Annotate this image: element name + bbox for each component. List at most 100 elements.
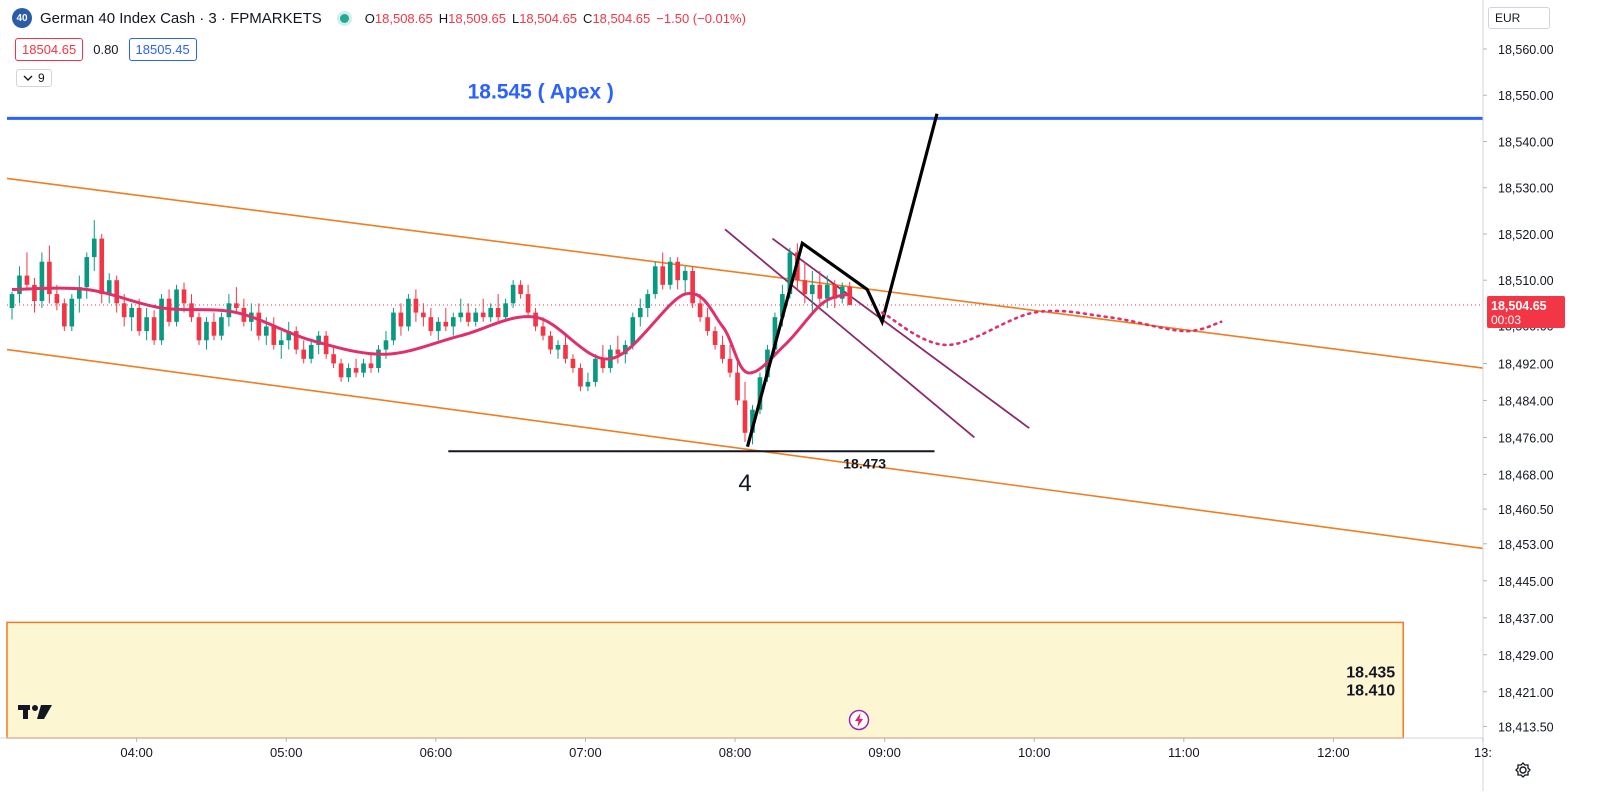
- time-tick-label: 12:00: [1317, 745, 1350, 760]
- candle-body: [847, 286, 853, 305]
- time-tick-label: 08:00: [719, 745, 752, 760]
- candle-body: [817, 284, 823, 299]
- candle-body: [809, 284, 815, 295]
- chevron-down-icon: [23, 75, 33, 81]
- candle-body: [151, 317, 157, 341]
- candle-body: [802, 280, 808, 295]
- wedge-upper-line: [771, 237, 1030, 429]
- lightning-icon[interactable]: [848, 709, 870, 736]
- candle-body: [136, 307, 142, 332]
- candle-body: [286, 331, 292, 341]
- candle-body: [17, 275, 22, 295]
- candle-body: [488, 307, 494, 318]
- ohlc-close: 18,504.65: [592, 10, 651, 26]
- candle-body: [234, 303, 239, 308]
- candle-body: [54, 294, 60, 304]
- demand-zone: [6, 621, 1404, 739]
- tradingview-logo-icon[interactable]: [18, 703, 54, 728]
- time-tick-label: 07:00: [569, 745, 602, 760]
- candle-body: [353, 368, 359, 373]
- candle-body: [525, 294, 531, 313]
- candle-body: [361, 363, 366, 373]
- candle-body: [181, 289, 187, 304]
- candle-body: [480, 312, 486, 318]
- candle-body: [293, 331, 299, 350]
- candle-body: [824, 284, 830, 299]
- candle-body: [697, 303, 703, 318]
- ohlc-open-key: O: [364, 10, 375, 26]
- indicators-toggle-button[interactable]: 9: [16, 69, 52, 87]
- sell-price-button[interactable]: 18504.65: [15, 38, 84, 61]
- moving-average-line: [11, 286, 851, 375]
- candle-body: [555, 344, 561, 350]
- candle-body: [563, 344, 568, 359]
- price-tick-label: 18,445.00: [1498, 575, 1554, 589]
- buy-price-button[interactable]: 18505.45: [128, 38, 197, 61]
- candle-body: [443, 321, 449, 327]
- ohlc-values: O18,508.65 H18,509.65 L18,504.65 C18,504…: [365, 11, 746, 26]
- candle-body: [376, 349, 381, 369]
- candle-body: [720, 344, 725, 359]
- candle-body: [271, 326, 277, 345]
- candle-body: [346, 368, 351, 378]
- candle-body: [114, 280, 120, 304]
- dotted-projection-path: [880, 309, 1223, 347]
- demand-zone-bottom-label: 18.410: [1346, 682, 1395, 699]
- price-tick-label: 18,530.00: [1498, 182, 1554, 196]
- candle-body: [593, 358, 598, 382]
- time-tick-label: 11:00: [1168, 745, 1200, 760]
- price-tick-label: 18,468.00: [1498, 468, 1554, 482]
- candle-body: [533, 312, 538, 327]
- price-tick-label: 18,437.00: [1498, 612, 1554, 626]
- last-price-label-box: [1487, 295, 1565, 328]
- candle-body: [144, 317, 149, 332]
- candle-body: [256, 312, 262, 336]
- candle-body: [331, 354, 336, 364]
- price-tick-label: 18,520.00: [1498, 228, 1554, 242]
- time-tick-label: 05:00: [270, 745, 303, 760]
- candle-body: [338, 363, 344, 378]
- candle-body: [263, 326, 269, 336]
- candle-body: [398, 312, 404, 327]
- time-tick-label: 09:00: [868, 745, 901, 760]
- candle-body: [727, 358, 733, 373]
- ohlc-close-key: C: [583, 10, 593, 26]
- symbol-badge[interactable]: 40: [12, 8, 32, 28]
- candle-body: [548, 335, 553, 350]
- price-tick-label: 18,460.50: [1498, 503, 1554, 517]
- candle-body: [518, 284, 523, 295]
- price-tick-label: 18,476.00: [1498, 431, 1554, 445]
- time-tick-label: 13:: [1474, 745, 1492, 760]
- symbol-title[interactable]: German 40 Index Cash · 3 · FPMARKETS: [40, 9, 322, 27]
- candle-body: [301, 349, 307, 359]
- candle-body: [204, 321, 209, 341]
- demand-zone-top-label: 18.435: [1346, 664, 1395, 681]
- wave-4-label: 4: [738, 470, 751, 497]
- support-label: 18.473: [843, 455, 886, 471]
- ohlc-change: −1.50 (−0.01%): [656, 10, 746, 26]
- candle-body: [76, 287, 82, 299]
- candle-body: [667, 261, 673, 285]
- spread-value: 0.80: [93, 42, 119, 57]
- candle-body: [413, 298, 419, 313]
- candle-body: [757, 377, 763, 410]
- candle-body: [391, 312, 396, 341]
- candle-body: [458, 312, 464, 318]
- candle-body: [406, 298, 411, 327]
- quote-row: 18504.65 0.80 18505.45: [15, 38, 197, 61]
- settings-gear-icon[interactable]: [1515, 762, 1531, 783]
- candle-body: [91, 238, 97, 258]
- currency-selector[interactable]: EUR: [1488, 7, 1550, 29]
- candle-body: [99, 238, 105, 295]
- price-tick-label: 18,413.50: [1498, 720, 1554, 734]
- candle-body: [450, 317, 456, 327]
- candle-body: [660, 266, 666, 285]
- candle-body: [121, 303, 127, 318]
- ohlc-high-key: H: [438, 10, 449, 26]
- indicators-count: 9: [38, 71, 45, 85]
- candle-body: [682, 270, 688, 281]
- ohlc-low-key: L: [511, 10, 520, 26]
- market-status-icon[interactable]: [339, 13, 349, 23]
